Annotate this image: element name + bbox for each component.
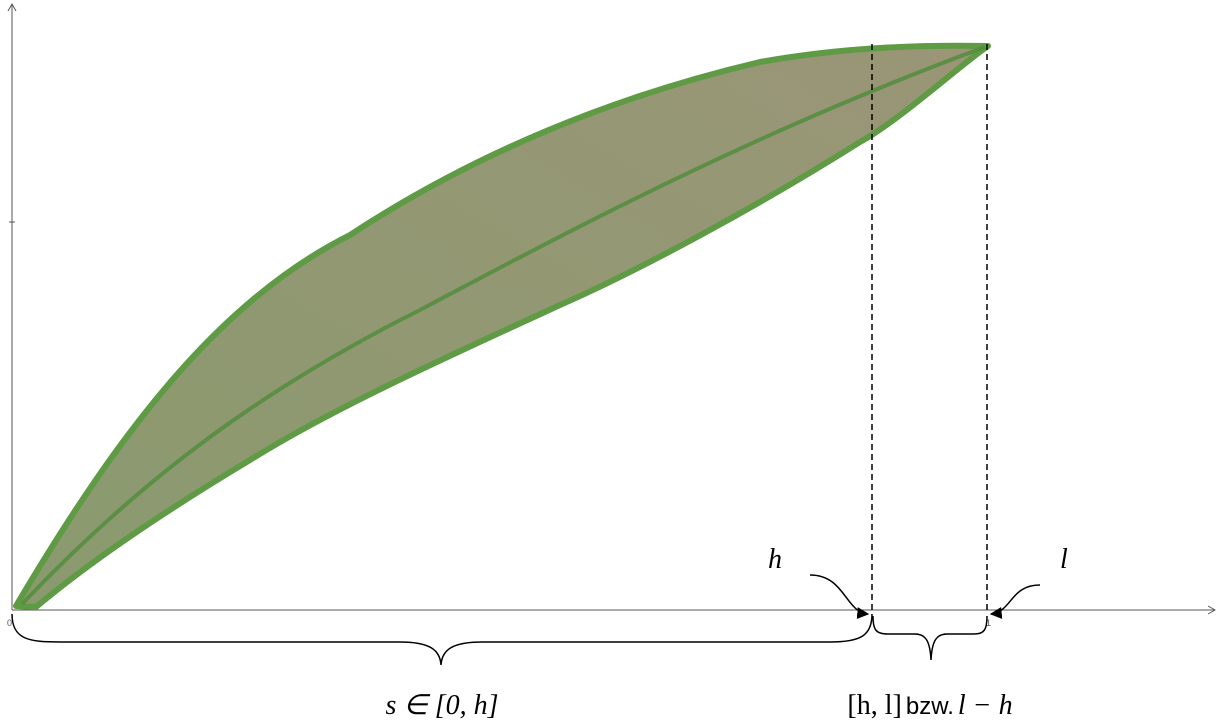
label-l: l [1060, 544, 1068, 575]
arrow-h [809, 574, 870, 620]
x-axis-arrow [1207, 605, 1217, 615]
axes: 0 1 [7, 2, 1217, 628]
tick-zero: 0 [7, 618, 12, 628]
leaf [13, 42, 991, 610]
caption-interval: [h, l] [847, 690, 901, 721]
caption-word: bzw. [906, 693, 954, 720]
y-axis-arrow [7, 2, 17, 12]
brace-right [872, 615, 988, 661]
caption-right: [h, l] bzw. l − h [847, 690, 1012, 721]
leaf-blade [13, 42, 991, 610]
arrow-l [989, 584, 1041, 619]
leaf-midrib [20, 45, 986, 606]
brace-left [11, 613, 873, 666]
caption-left: s ∈ [0, h] [385, 690, 498, 721]
tick-one: 1 [986, 618, 991, 628]
caption-difference: l − h [958, 690, 1013, 721]
label-h: h [768, 544, 782, 575]
